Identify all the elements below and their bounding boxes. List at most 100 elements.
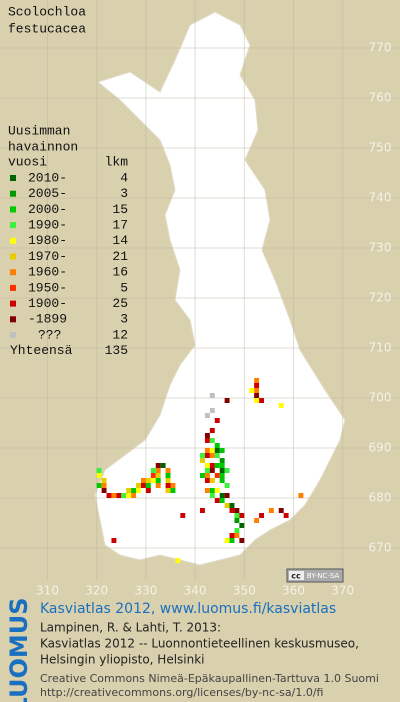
occurrence-cell <box>209 428 215 433</box>
legend-swatch <box>10 190 16 197</box>
occurrence-cell <box>165 488 171 493</box>
badge-cc: cc <box>291 572 301 581</box>
occurrence-cell <box>234 528 240 533</box>
y-tick-label: 680 <box>369 491 392 505</box>
occurrence-cell <box>170 483 176 488</box>
legend-count: 4 <box>120 170 128 185</box>
occurrence-cell <box>224 483 230 488</box>
occurrence-cell <box>136 488 141 493</box>
total-label: Yhteensä <box>10 343 73 358</box>
occurrence-cell <box>234 508 240 513</box>
occurrence-cell <box>219 473 225 478</box>
legend-swatch <box>10 316 16 323</box>
legend-label: -1899 <box>28 312 67 327</box>
x-tick-label: 360 <box>282 584 305 598</box>
y-tick-label: 690 <box>369 441 392 455</box>
occurrence-cell <box>224 398 230 403</box>
legend-count: 5 <box>120 280 128 295</box>
legend-label: 1900- <box>28 296 67 311</box>
occurrence-cell <box>131 493 137 498</box>
occurrence-cell <box>106 493 112 498</box>
badge-cc-box <box>289 571 304 580</box>
occurrence-cell <box>204 488 210 493</box>
legend-count: 3 <box>120 186 128 201</box>
occurrence-cell <box>209 448 215 453</box>
occurrence-cell <box>165 473 171 478</box>
occurrence-cell <box>219 463 225 468</box>
occurrence-cell <box>200 453 205 458</box>
legend: 2010- 4 2005- 3 2000- 15 1990- 17 1980- 14 1970- 21… <box>10 170 128 358</box>
occurrence-cell <box>214 463 220 468</box>
occurrence-cell <box>160 463 166 468</box>
occurrence-cell <box>155 468 161 473</box>
license: Creative Commons Nimeä-Epäkaupallinen-Ta… <box>40 672 379 685</box>
occurrence-cell <box>219 448 225 453</box>
occurrence-cell <box>209 463 215 468</box>
occurrence-cell <box>229 533 235 538</box>
x-tick-label: 320 <box>85 584 108 598</box>
occurrence-cell <box>204 478 210 483</box>
legend-label: 1950- <box>28 280 67 295</box>
legend-swatch <box>10 253 16 260</box>
cells <box>96 378 304 563</box>
occurrence-cell <box>298 493 304 498</box>
legend-swatch <box>10 206 16 213</box>
occurrence-cell <box>214 448 220 453</box>
occurrence-cell <box>234 513 240 518</box>
y-tick-label: 710 <box>369 341 392 355</box>
x-tick-label: 350 <box>233 584 256 598</box>
legend-heading: Uusimman <box>8 123 70 138</box>
legend-swatch <box>10 300 16 307</box>
legend-swatch <box>10 237 16 244</box>
occurrence-cell <box>204 438 210 443</box>
occurrence-cell <box>101 478 107 483</box>
citation: Helsingin yliopisto, Helsinki <box>40 653 205 667</box>
y-tick-label: 730 <box>369 241 392 255</box>
occurrence-cell <box>96 468 102 473</box>
title: Scolochloa <box>8 4 86 19</box>
occurrence-cell <box>234 518 240 523</box>
occurrence-cell <box>229 538 235 543</box>
occurrence-cell <box>96 473 102 478</box>
occurrence-cell <box>224 468 230 473</box>
legend-label: ??? <box>38 327 61 342</box>
occurrence-cell <box>200 508 205 513</box>
legend-label: 1960- <box>28 265 67 280</box>
occurrence-cell <box>268 508 274 513</box>
occurrence-cell <box>254 398 260 403</box>
occurrence-cell <box>204 448 210 453</box>
occurrence-cell <box>234 533 240 538</box>
y-tick-label: 670 <box>369 541 392 555</box>
occurrence-cell <box>204 413 210 418</box>
occurrence-cell <box>229 508 235 513</box>
occurrence-cell <box>150 473 156 478</box>
legend-swatch <box>10 222 16 229</box>
x-tick-label: 330 <box>134 584 157 598</box>
legend-heading: lkm <box>105 154 129 169</box>
occurrence-cell <box>219 493 225 498</box>
title: festucacea <box>8 21 86 36</box>
occurrence-cell <box>278 403 284 408</box>
footer-link: Kasviatlas 2012, www.luomus.fi/kasviatla… <box>40 601 336 617</box>
occurrence-cell <box>155 463 161 468</box>
occurrence-cell <box>126 488 132 493</box>
occurrence-cell <box>165 478 171 483</box>
occurrence-cell <box>140 478 146 483</box>
occurrence-cell <box>249 388 255 393</box>
x-tick-label: 370 <box>331 584 354 598</box>
occurrence-cell <box>131 488 137 493</box>
occurrence-cell <box>214 418 220 423</box>
occurrence-cell <box>150 478 156 483</box>
occurrence-cell <box>214 488 220 493</box>
occurrence-cell <box>219 468 225 473</box>
brand: LUOMUS <box>5 598 33 702</box>
occurrence-cell <box>150 468 156 473</box>
citation: Lampinen, R. & Lahti, T. 2013: <box>40 621 221 635</box>
occurrence-cell <box>121 493 127 498</box>
occurrence-cell <box>209 493 215 498</box>
country-outline <box>94 11 346 566</box>
occurrence-cell <box>101 488 107 493</box>
y-tick-label: 750 <box>369 141 392 155</box>
occurrence-cell <box>204 473 210 478</box>
